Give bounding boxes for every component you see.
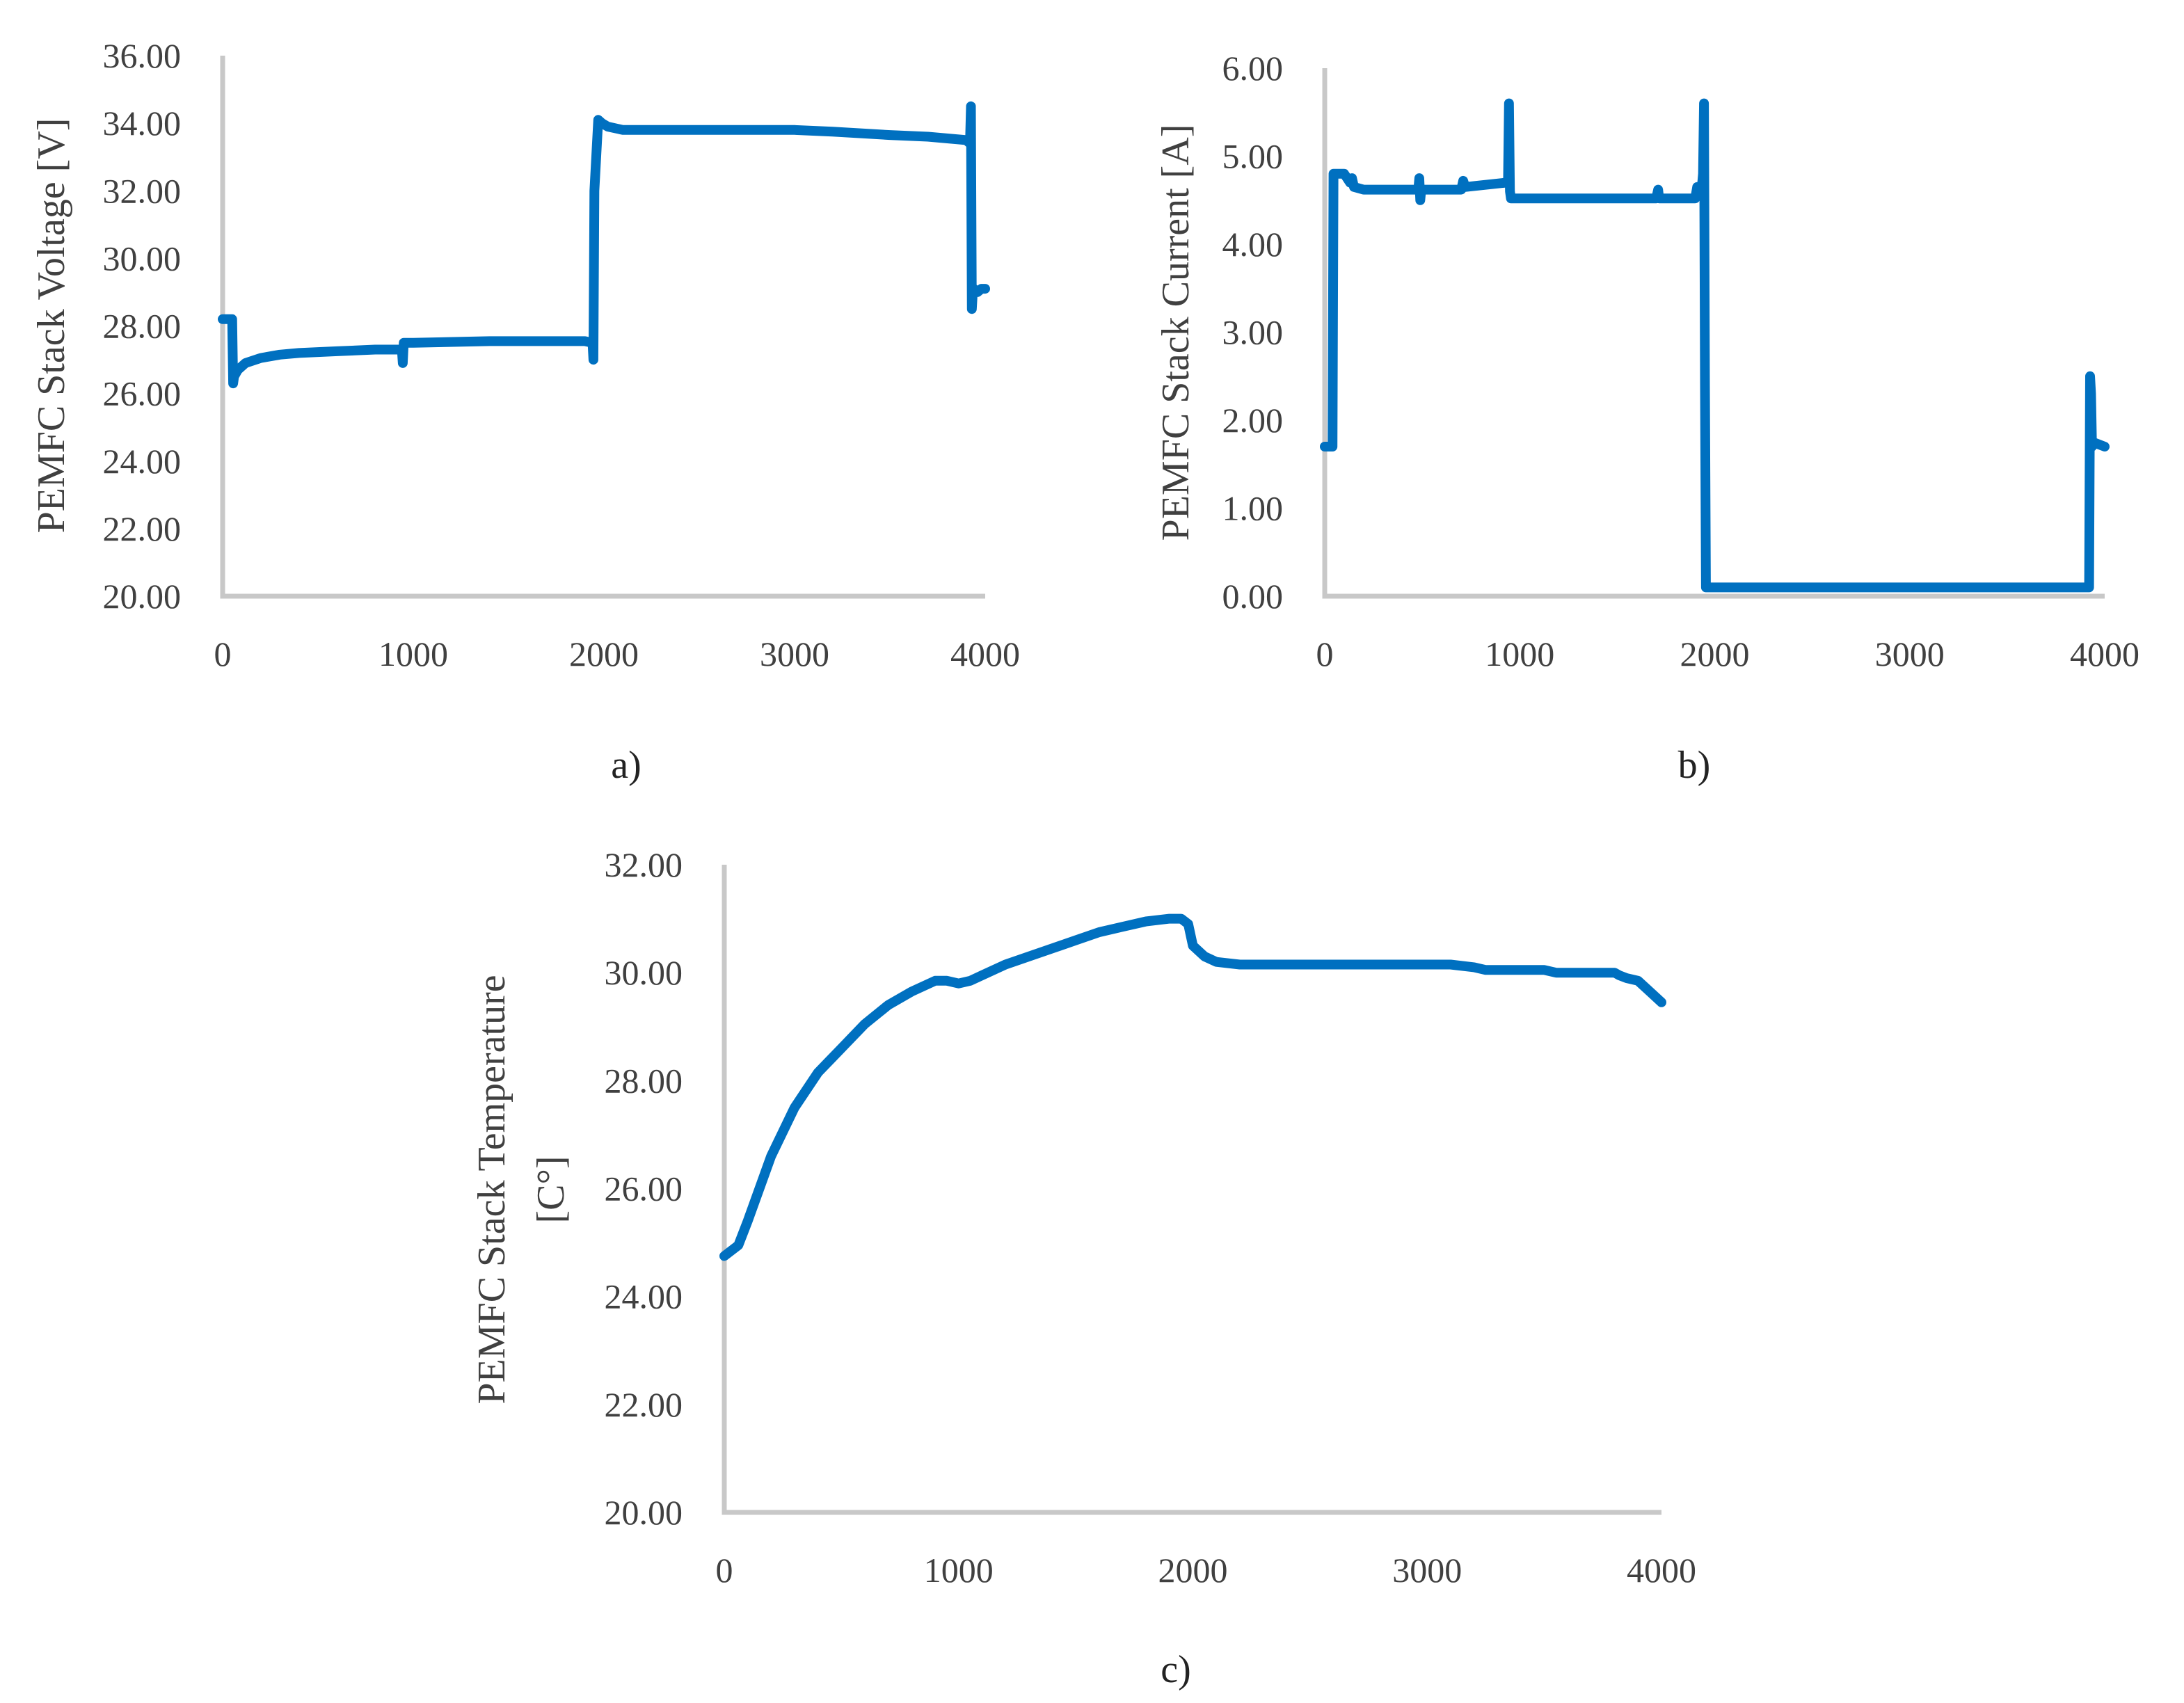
axes-lines <box>722 865 1661 1515</box>
y-tick-label: 1.00 <box>1222 489 1284 528</box>
temperature-series-line <box>719 913 1666 1261</box>
chart-current: 0.00 1.00 2.00 3.00 4.00 5.00 6.00 0 1000 2000 30… <box>1154 49 2139 787</box>
x-axis-ticks: 0 1000 2000 3000 4000 <box>716 1551 1697 1590</box>
y-tick-label: 20.00 <box>103 577 182 616</box>
y-axis-label: PEMFC Stack Current [A] <box>1154 125 1197 541</box>
x-tick-label: 2000 <box>1680 634 1750 673</box>
y-axis-label: PEMFC Stack Temperature <box>470 975 513 1404</box>
y-tick-label: 32.00 <box>605 845 683 884</box>
y-tick-label: 5.00 <box>1222 137 1284 176</box>
y-tick-label: 22.00 <box>103 509 182 548</box>
x-tick-label: 4000 <box>950 634 1020 673</box>
x-tick-label: 1000 <box>378 634 448 673</box>
x-tick-label: 3000 <box>1392 1551 1462 1590</box>
y-tick-label: 24.00 <box>103 442 182 481</box>
x-tick-label: 1000 <box>1485 634 1554 673</box>
y-tick-label: 26.00 <box>103 374 182 413</box>
x-tick-label: 2000 <box>569 634 639 673</box>
y-axis-label: PEMFC Stack Voltage [V] <box>30 118 73 534</box>
y-tick-label: 28.00 <box>605 1061 683 1100</box>
axes-lines <box>220 56 985 599</box>
x-tick-label: 0 <box>1316 634 1334 673</box>
y-tick-label: 20.00 <box>605 1493 683 1532</box>
y-tick-label: 30.00 <box>103 239 182 278</box>
voltage-series-line <box>218 101 990 389</box>
x-tick-label: 1000 <box>924 1551 994 1590</box>
x-axis-ticks: 0 1000 2000 3000 4000 <box>214 634 1021 673</box>
chart-voltage: 20.00 22.00 24.00 26.00 28.00 30.00 32.00 34.00… <box>30 36 1020 787</box>
x-tick-label: 0 <box>716 1551 733 1590</box>
current-series-line <box>1320 98 2110 593</box>
x-axis-ticks: 0 1000 2000 3000 4000 <box>1316 634 2140 673</box>
panel-caption-c: c) <box>1161 1648 1191 1691</box>
chart-temperature: 20.00 22.00 24.00 26.00 28.00 30.00 32.00 0 100… <box>470 845 1696 1691</box>
y-tick-label: 34.00 <box>103 104 182 143</box>
x-tick-label: 4000 <box>1627 1551 1696 1590</box>
y-axis-label-unit: [C°] <box>529 1156 573 1223</box>
y-tick-label: 28.00 <box>103 307 182 346</box>
y-tick-label: 22.00 <box>605 1385 683 1424</box>
y-tick-label: 36.00 <box>103 36 182 75</box>
y-tick-label: 6.00 <box>1222 49 1284 88</box>
y-tick-label: 24.00 <box>605 1277 683 1316</box>
y-tick-label: 4.00 <box>1222 225 1284 264</box>
y-tick-label: 3.00 <box>1222 313 1284 352</box>
x-tick-label: 3000 <box>760 634 829 673</box>
y-tick-label: 2.00 <box>1222 401 1284 440</box>
x-tick-label: 2000 <box>1158 1551 1228 1590</box>
panel-caption-b: b) <box>1678 744 1711 787</box>
y-tick-label: 32.00 <box>103 171 182 210</box>
x-tick-label: 0 <box>214 634 232 673</box>
panel-caption-a: a) <box>611 744 641 787</box>
x-tick-label: 4000 <box>2070 634 2139 673</box>
y-tick-label: 0.00 <box>1222 577 1284 616</box>
y-axis-ticks: 20.00 22.00 24.00 26.00 28.00 30.00 32.00 34.00… <box>103 36 182 616</box>
y-tick-label: 30.00 <box>605 953 683 992</box>
x-tick-label: 3000 <box>1875 634 1945 673</box>
y-axis-ticks: 20.00 22.00 24.00 26.00 28.00 30.00 32.00 <box>605 845 683 1532</box>
axes-lines <box>1322 68 2105 599</box>
y-tick-label: 26.00 <box>605 1169 683 1208</box>
y-axis-ticks: 0.00 1.00 2.00 3.00 4.00 5.00 6.00 <box>1222 49 1284 616</box>
